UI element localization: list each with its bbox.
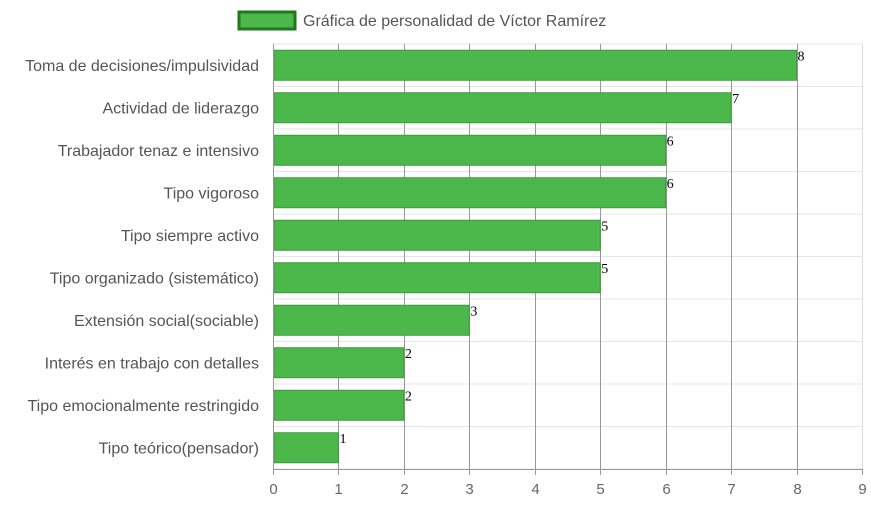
bar[interactable] — [273, 389, 405, 421]
x-tick-label: 6 — [662, 481, 670, 498]
data-label: 2 — [405, 347, 412, 362]
x-tick-label: 8 — [793, 481, 801, 498]
data-label: 3 — [470, 304, 477, 319]
bar[interactable] — [273, 219, 601, 251]
x-tick-label: 7 — [727, 481, 735, 498]
bar[interactable] — [273, 92, 732, 124]
data-label: 8 — [798, 49, 805, 64]
data-label: 5 — [601, 262, 608, 277]
x-tick-label: 5 — [596, 481, 604, 498]
category-label: Interés en trabajo con detalles — [45, 355, 259, 372]
x-tick-label: 2 — [400, 481, 408, 498]
x-tick-label: 1 — [334, 481, 342, 498]
data-label: 6 — [667, 134, 674, 149]
x-tick-label: 9 — [858, 481, 866, 498]
data-label: 7 — [732, 92, 739, 107]
x-tick-label: 3 — [465, 481, 473, 498]
category-label: Actividad de liderazgo — [102, 100, 259, 117]
bar[interactable] — [273, 49, 798, 81]
x-tick-label: 0 — [269, 481, 277, 498]
legend[interactable]: Gráfica de personalidad de Víctor Ramíre… — [237, 10, 606, 31]
category-label: Trabajador tenaz e intensivo — [58, 143, 259, 160]
bar[interactable] — [273, 347, 405, 379]
labels: 0 1 2 3 4 5 6 7 8 9 Toma de decisiones/impulsivida… — [25, 49, 867, 498]
bar[interactable] — [273, 432, 339, 464]
category-label: Toma de decisiones/impulsividad — [25, 58, 259, 75]
category-label: Tipo vigoroso — [164, 185, 260, 202]
bars — [273, 49, 798, 464]
legend-label[interactable]: Gráfica de personalidad de Víctor Ramíre… — [303, 13, 606, 30]
category-label: Tipo siempre activo — [121, 228, 259, 245]
x-tick-label: 4 — [531, 481, 539, 498]
axes — [273, 44, 863, 475]
data-label: 6 — [667, 177, 674, 192]
bar[interactable] — [273, 177, 667, 209]
category-label: Tipo emocionalmente restringido — [27, 398, 259, 415]
data-label: 2 — [405, 389, 412, 404]
bar[interactable] — [273, 262, 601, 294]
bar[interactable] — [273, 304, 470, 336]
category-label: Extensión social(sociable) — [74, 313, 259, 330]
data-label: 1 — [339, 432, 346, 447]
category-label: Tipo teórico(pensador) — [99, 440, 259, 457]
category-label: Tipo organizado (sistemático) — [50, 270, 259, 287]
legend-swatch[interactable] — [237, 10, 297, 31]
data-label: 5 — [601, 219, 608, 234]
bar[interactable] — [273, 134, 667, 166]
